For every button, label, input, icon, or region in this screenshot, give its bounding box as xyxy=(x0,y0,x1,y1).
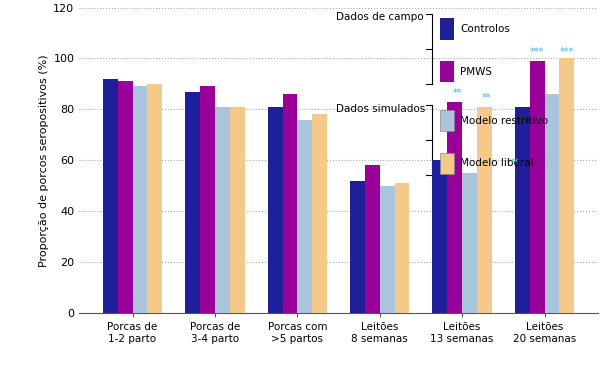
Text: **: ** xyxy=(509,158,519,168)
Text: PMWS: PMWS xyxy=(461,67,492,77)
Bar xyxy=(380,186,395,313)
Bar xyxy=(118,81,132,313)
Bar xyxy=(515,107,529,313)
Text: Modelo restritivo: Modelo restritivo xyxy=(461,115,548,126)
Text: **: ** xyxy=(482,93,492,103)
Bar xyxy=(440,61,454,82)
Bar xyxy=(447,102,462,313)
Bar xyxy=(200,86,215,313)
Bar xyxy=(440,18,454,40)
Bar xyxy=(529,61,545,313)
Text: Dados de campo: Dados de campo xyxy=(336,12,423,22)
Text: ***: *** xyxy=(560,47,574,57)
Bar xyxy=(132,86,148,313)
Bar xyxy=(395,183,409,313)
Bar xyxy=(215,107,230,313)
Bar xyxy=(365,165,380,313)
Bar xyxy=(297,120,312,313)
Bar xyxy=(230,107,245,313)
Bar xyxy=(350,181,365,313)
Bar xyxy=(268,107,282,313)
Text: Dados simulados: Dados simulados xyxy=(336,104,425,114)
Bar xyxy=(148,84,162,313)
Text: ***: *** xyxy=(530,47,544,57)
Bar xyxy=(103,79,118,313)
Text: **: ** xyxy=(453,88,462,98)
Bar xyxy=(440,153,454,174)
Text: Controlos: Controlos xyxy=(461,24,511,34)
Text: Modelo liberal: Modelo liberal xyxy=(461,158,534,168)
Bar xyxy=(312,115,327,313)
Bar xyxy=(440,110,454,131)
Bar xyxy=(432,160,447,313)
Bar xyxy=(559,58,574,313)
Y-axis label: Proporção de porcos seropositivos (%): Proporção de porcos seropositivos (%) xyxy=(39,54,49,267)
Bar xyxy=(282,94,297,313)
Bar xyxy=(545,94,559,313)
Bar xyxy=(185,92,200,313)
Bar xyxy=(462,173,477,313)
Bar xyxy=(477,107,492,313)
